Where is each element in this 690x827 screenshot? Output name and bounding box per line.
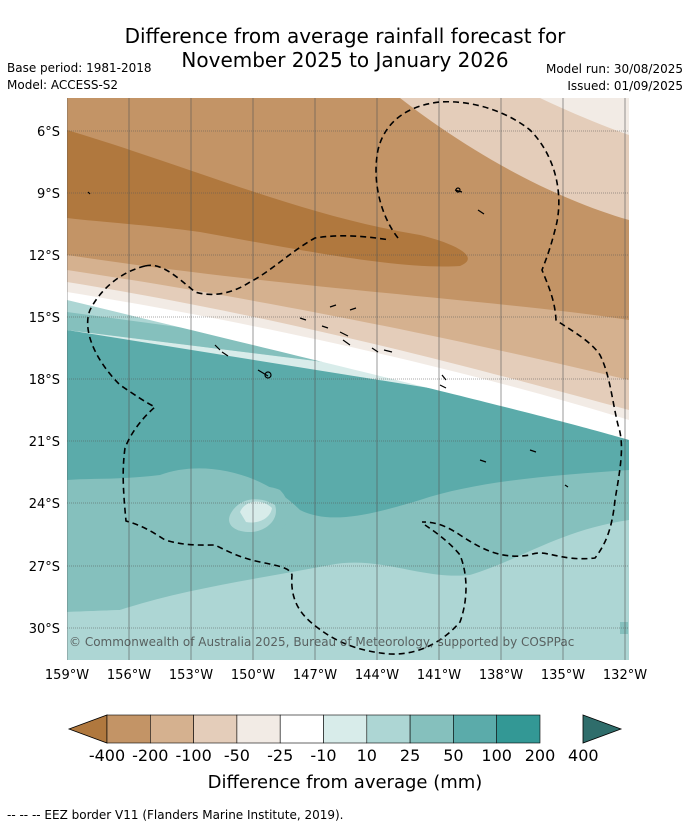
lon-tick-156w: 156°W — [107, 668, 151, 683]
colorbar-box — [366, 714, 411, 744]
lat-tick-18s: 18°S — [29, 373, 60, 388]
model-run: Model run: 30/08/2025 — [545, 62, 683, 76]
lon-tick-147w: 147°W — [293, 668, 337, 683]
eez-footnote: -- -- -- EEZ border V11 (Flanders Marine… — [7, 808, 344, 822]
colorbar: -400 -200 -100 -50 -25 -10 10 25 50 100 200 400 Dif… — [67, 714, 623, 793]
colorbar-box — [279, 714, 324, 744]
lon-tick-141w: 141°W — [417, 668, 461, 683]
lat-tick-9s: 9°S — [37, 187, 60, 202]
colorbar-label: 50 — [443, 746, 463, 765]
colorbar-arrow-left — [67, 714, 108, 744]
colorbar-box — [193, 714, 238, 744]
eez-borders — [86, 100, 623, 655]
contour-band-minus-200-400 — [67, 130, 468, 267]
colorbar-box — [323, 714, 368, 744]
colorbar-label: -400 — [89, 746, 125, 765]
islands — [87, 187, 569, 488]
meta-right: Model run: 30/08/2025 Issued: 01/09/2025 — [546, 61, 683, 95]
legend-title: Difference from average (mm) — [208, 772, 483, 793]
colorbar-box — [409, 714, 454, 744]
lon-tick-153w: 153°W — [169, 668, 213, 683]
colorbar-label: -25 — [267, 746, 293, 765]
meta-left: Base period: 1981-2018 Model: ACCESS-S2 — [7, 60, 152, 94]
map-title: Difference from average rainfall forecas… — [0, 24, 690, 72]
lon-axis: 159°W 156°W 153°W 150°W 147°W 144°W 141°… — [45, 668, 647, 683]
colorbar-arrow-right — [582, 714, 623, 744]
lon-tick-138w: 138°W — [479, 668, 523, 683]
contour-band-neutral — [67, 284, 629, 440]
island-ring-north — [455, 187, 461, 193]
lat-axis: 6°S 9°S 12°S 15°S 18°S 21°S 24°S 27°S 30… — [29, 125, 60, 637]
lat-tick-30s: 30°S — [29, 622, 60, 637]
colorbar-box — [150, 714, 194, 744]
lat-tick-21s: 21°S — [29, 435, 60, 450]
lon-tick-135w: 135°W — [541, 668, 585, 683]
colorbar-label: 400 — [568, 746, 599, 765]
colorbar-label: -50 — [224, 746, 250, 765]
contour-band-ne-corner — [590, 98, 629, 125]
colorbar-labels: -400 -200 -100 -50 -25 -10 10 25 50 100 200 400 — [89, 746, 599, 765]
colorbar-label: 25 — [400, 746, 420, 765]
lat-tick-15s: 15°S — [29, 311, 60, 326]
colorbar-boxes — [106, 714, 541, 744]
lon-tick-144w: 144°W — [355, 668, 399, 683]
island-group-strokes — [87, 189, 569, 488]
lat-tick-27s: 27°S — [29, 560, 60, 575]
model-name: Model: ACCESS-S2 — [7, 78, 119, 92]
base-period: Base period: 1981-2018 — [7, 61, 152, 75]
contour-band-ne-minus-25-50 — [400, 98, 629, 220]
colorbar-box — [496, 714, 541, 744]
lon-tick-132w: 132°W — [603, 668, 647, 683]
eez-border-french-polynesia — [375, 100, 623, 560]
colorbar-label: -10 — [310, 746, 336, 765]
title-line-1: Difference from average rainfall forecas… — [124, 24, 566, 48]
colorbar-label: -200 — [132, 746, 168, 765]
lat-tick-12s: 12°S — [29, 249, 60, 264]
colorbar-label: -100 — [175, 746, 211, 765]
lon-tick-159w: 159°W — [45, 668, 89, 683]
contour-band-pocket-10 — [240, 501, 272, 523]
colorbar-label: 10 — [357, 746, 377, 765]
colorbar-label: 100 — [481, 746, 512, 765]
colorbar-label: 200 — [525, 746, 556, 765]
title-line-2: November 2025 to January 2026 — [181, 48, 509, 72]
colorbar-box — [106, 714, 151, 744]
colorbar-box — [236, 714, 281, 744]
lon-tick-150w: 150°W — [231, 668, 275, 683]
issued-date: Issued: 01/09/2025 — [567, 79, 683, 93]
lat-tick-24s: 24°S — [29, 497, 60, 512]
contour-band-south-25-50 — [67, 520, 629, 660]
gridlines — [67, 98, 629, 660]
lat-tick-6s: 6°S — [37, 125, 60, 140]
copyright-text: © Commonwealth of Australia 2025, Bureau… — [69, 635, 574, 649]
island-ring — [264, 371, 272, 379]
rainfall-contour-map: © Commonwealth of Australia 2025, Bureau… — [67, 98, 629, 660]
contour-band-100-200 — [67, 330, 629, 518]
eez-border-cook-islands — [86, 265, 467, 655]
colorbar-box — [453, 714, 497, 744]
